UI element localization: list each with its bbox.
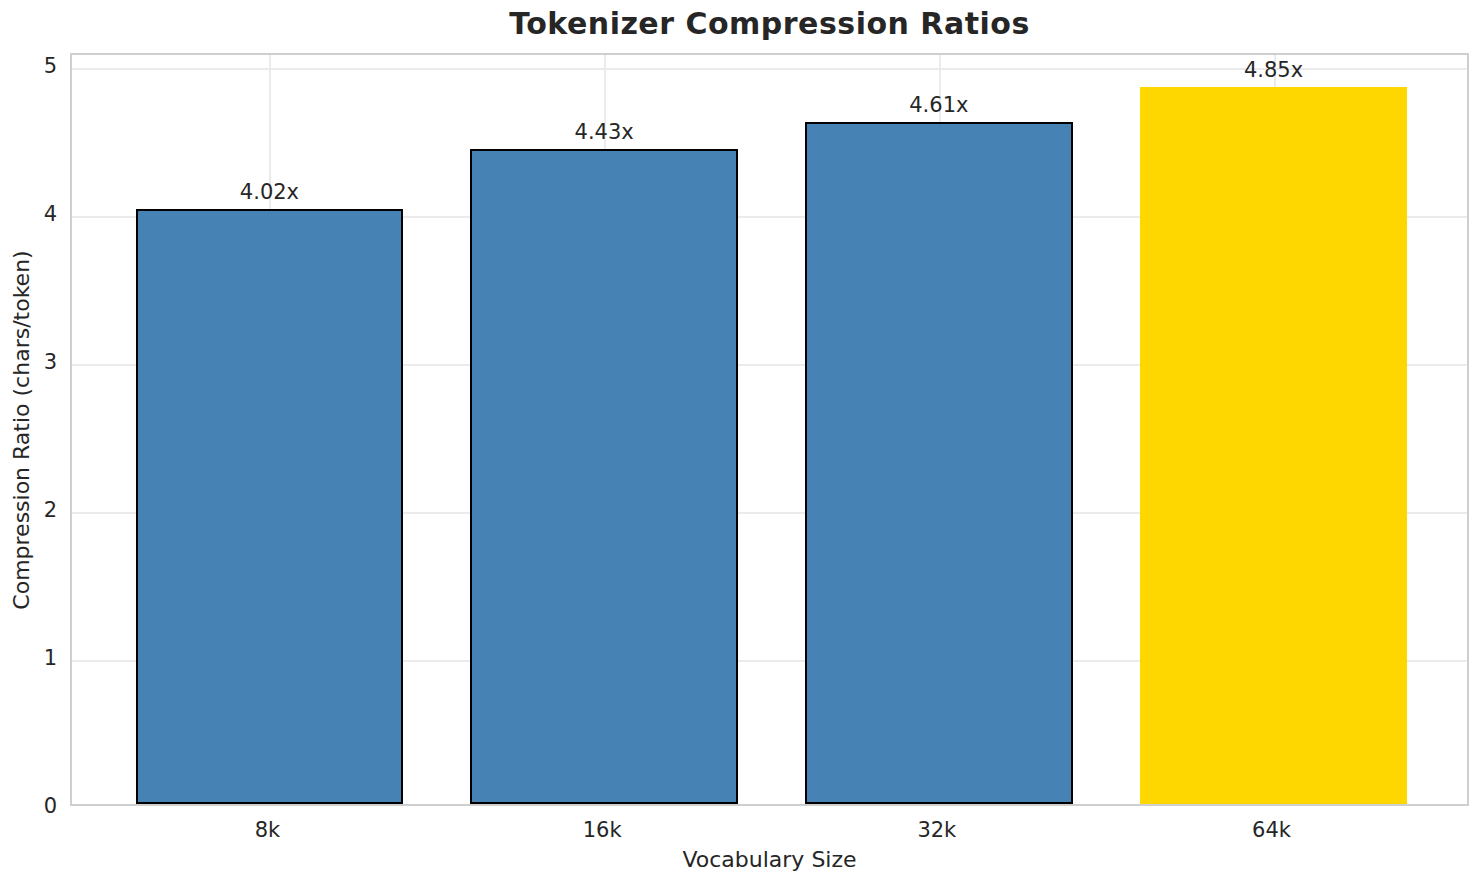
y-axis-label: Compression Ratio (chars/token) [7, 180, 37, 680]
x-axis-label: Vocabulary Size [70, 847, 1469, 872]
bar-value-label: 4.61x [869, 92, 1009, 118]
x-tick-label-32k: 32k [867, 817, 1007, 843]
x-tick-label-8k: 8k [197, 817, 337, 843]
y-tick-label: 5 [0, 53, 57, 79]
plot-area: 4.02x 4.43x 4.61x 4.85x [70, 53, 1469, 806]
y-tick-label: 3 [0, 349, 57, 375]
bar-64k [1140, 87, 1408, 804]
chart-title: Tokenizer Compression Ratios [70, 6, 1469, 41]
bar-32k [805, 122, 1073, 804]
bar-16k [470, 149, 738, 804]
y-tick-label: 2 [0, 497, 57, 523]
y-tick-label: 4 [0, 201, 57, 227]
bar-chart: Tokenizer Compression Ratios 4.02x4.43x4… [0, 0, 1483, 885]
bar-value-label: 4.85x [1204, 57, 1344, 83]
bar-value-label: 4.43x [534, 119, 674, 145]
x-tick-label-16k: 16k [532, 817, 672, 843]
bar-8k [136, 209, 404, 804]
bar-value-label: 4.02x [199, 179, 339, 205]
y-tick-label: 0 [0, 793, 57, 819]
y-tick-label: 1 [0, 645, 57, 671]
x-tick-label-64k: 64k [1202, 817, 1342, 843]
